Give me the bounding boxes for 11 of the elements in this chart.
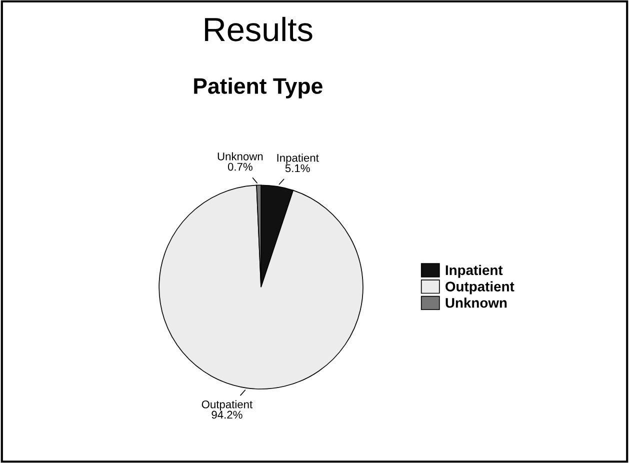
slice-label: Unknown xyxy=(218,152,263,160)
data-label: 5.1% xyxy=(285,164,310,172)
data-label: 94.2% xyxy=(212,410,242,419)
chart-title: Results xyxy=(205,16,312,42)
legend-label: Unknown xyxy=(446,298,507,308)
slice-label: Outpatient xyxy=(202,400,253,411)
legend-label: Outpatient xyxy=(446,281,514,294)
chart-subtitle: Patient Type xyxy=(194,78,322,98)
legend-label: Inpatient xyxy=(446,264,503,278)
data-label: 0.7% xyxy=(228,162,252,171)
slice-label: Inpatient xyxy=(277,154,319,164)
